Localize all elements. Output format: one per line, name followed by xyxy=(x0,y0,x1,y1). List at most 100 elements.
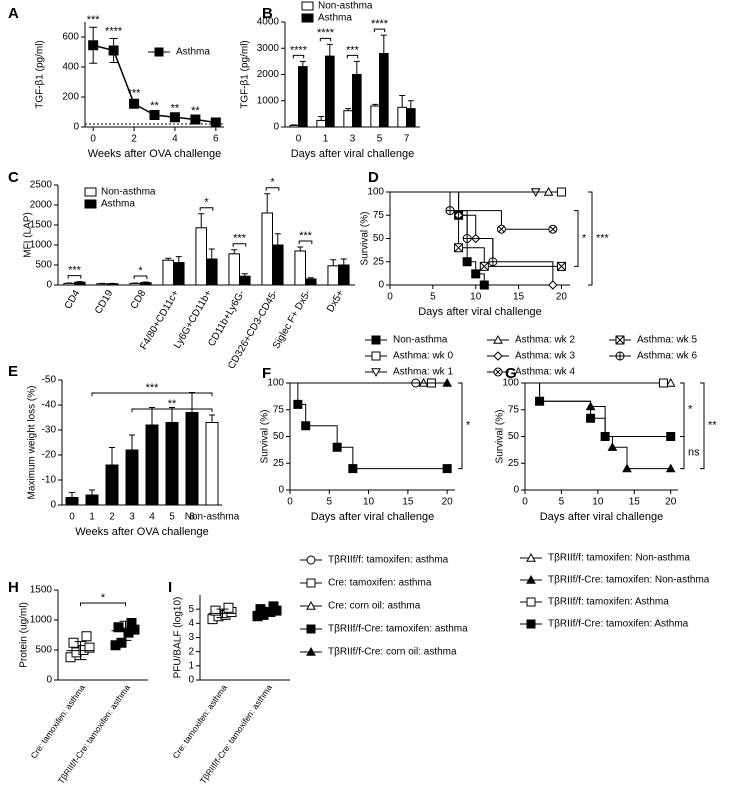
bar xyxy=(352,74,362,128)
data-point xyxy=(210,117,221,128)
y-axis-label: MFI (LAP) xyxy=(23,212,34,258)
error-bar xyxy=(274,233,281,245)
y-tick-label: 500 xyxy=(35,645,52,656)
legend-swatch xyxy=(84,199,97,209)
bar xyxy=(125,449,139,506)
panel-letter: D xyxy=(368,169,379,186)
data-point xyxy=(442,377,452,387)
y-tick-label: 0 xyxy=(73,122,79,133)
x-tick-label: CD8 xyxy=(129,288,149,311)
significance-bracket xyxy=(346,54,359,59)
x-tick-label: 10 xyxy=(363,497,375,508)
bar xyxy=(145,424,159,506)
legend-marker xyxy=(371,368,381,378)
survival-curve xyxy=(390,191,494,262)
significance-bracket xyxy=(680,436,685,470)
significance-bracket xyxy=(319,37,332,42)
x-tick-label: CD19 xyxy=(93,288,116,316)
survival-curve xyxy=(390,191,553,230)
y-tick-label: 0 xyxy=(188,675,194,686)
legend-label: Asthma xyxy=(318,13,352,24)
bar xyxy=(228,253,241,286)
data-point xyxy=(665,463,676,473)
y-axis-label: Maximum weight loss (%) xyxy=(27,386,38,500)
y-tick-label: 1000 xyxy=(30,615,53,626)
data-point xyxy=(108,45,119,56)
x-tick-label: 20 xyxy=(556,292,568,303)
x-tick-label: 10 xyxy=(592,497,604,508)
bar xyxy=(107,283,119,286)
error-bar xyxy=(89,489,95,495)
significance-label: ** xyxy=(150,100,159,112)
y-tick-label: 50 xyxy=(373,233,385,244)
y-tick-label: 200 xyxy=(62,92,79,103)
x-tick-label: 5 xyxy=(377,134,383,145)
x-tick-label: 3 xyxy=(350,134,356,145)
data-point xyxy=(149,110,160,120)
data-point xyxy=(479,280,489,290)
panel-letter: H xyxy=(8,579,19,596)
significance-bracket xyxy=(80,602,126,606)
legend-marker xyxy=(526,619,536,629)
panel-letter: C xyxy=(8,169,19,186)
bar xyxy=(272,244,284,286)
legend-marker xyxy=(371,335,381,345)
panel-letter: F xyxy=(262,365,271,382)
x-tick-label: 3 xyxy=(129,512,135,523)
error-bar xyxy=(353,60,360,75)
legend-marker xyxy=(526,552,536,562)
bar xyxy=(185,412,199,506)
x-tick-label: 15 xyxy=(629,497,641,508)
x-tick-label: 0 xyxy=(522,497,528,508)
significance-label: ** xyxy=(171,103,180,115)
x-axis-label: Days after viral challenge xyxy=(418,306,542,318)
bar xyxy=(298,66,308,128)
legend-label: Non-asthma xyxy=(393,335,448,346)
y-tick-label: 1000 xyxy=(257,95,280,106)
bar xyxy=(294,250,307,286)
legend-swatch xyxy=(301,13,314,23)
error-bar xyxy=(330,259,337,266)
bar xyxy=(105,464,119,506)
legend-marker xyxy=(493,334,503,344)
legend-marker xyxy=(493,367,503,377)
legend-swatch xyxy=(84,187,97,197)
bar xyxy=(205,422,219,506)
legend-label: TβRIIf/f: tamoxifen: asthma xyxy=(328,555,449,566)
error-bar xyxy=(299,60,306,67)
x-tick-label: Dx5+ xyxy=(325,288,346,314)
x-tick-label: 0 xyxy=(296,134,302,145)
y-tick-label: -20 xyxy=(42,450,57,461)
error-bar xyxy=(261,607,274,616)
error-bar xyxy=(216,608,229,619)
legend-label: Asthma: wk 3 xyxy=(515,351,575,362)
error-bar xyxy=(340,258,347,265)
y-axis-label: TGF-β1 (pg/ml) xyxy=(240,40,251,109)
significance-label: *** xyxy=(68,265,82,277)
data-point xyxy=(543,186,554,196)
panel-letter: A xyxy=(8,5,19,22)
bar xyxy=(397,106,407,128)
data-point xyxy=(223,602,234,613)
error-bar xyxy=(175,256,182,263)
legend-label: TβRIIf/f-Cre: corn oil: asthma xyxy=(328,647,457,658)
legend-label: TβRIIf/f-Cre: tamoxifen: Non-asthma xyxy=(548,575,710,586)
error-bar xyxy=(129,434,135,450)
y-tick-label: 2000 xyxy=(30,200,53,211)
legend-marker xyxy=(526,574,536,584)
y-tick-label: 600 xyxy=(62,32,79,43)
data-point xyxy=(666,432,676,441)
data-point xyxy=(622,463,632,473)
x-tick-label: CD4 xyxy=(63,288,83,311)
legend-marker xyxy=(306,624,316,634)
y-tick-label: 75 xyxy=(508,404,520,415)
data-point xyxy=(301,421,311,431)
x-tick-label: 5 xyxy=(169,512,175,523)
y-tick-label: 1500 xyxy=(30,220,53,231)
data-point xyxy=(454,243,464,253)
significance-label: * xyxy=(204,197,209,209)
legend-marker xyxy=(306,578,316,588)
y-tick-label: 50 xyxy=(508,431,520,442)
significance-bracket xyxy=(131,408,213,412)
significance-bracket xyxy=(133,275,148,279)
